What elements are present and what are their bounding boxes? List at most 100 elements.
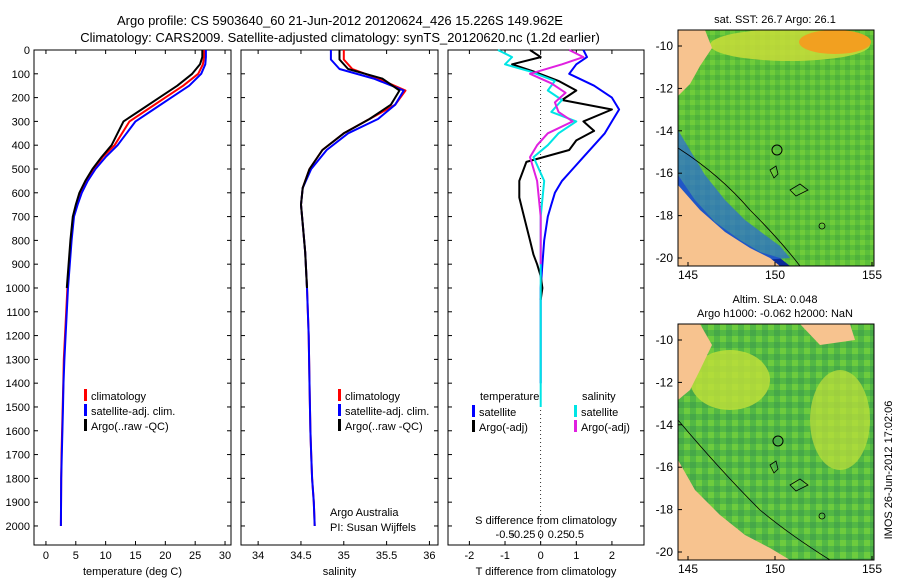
map-lat-label: -10 [656,39,674,53]
diff-legend-swatch [472,420,475,432]
salinity-legend-swatch [338,419,341,431]
depth-tick-label: 2000 [6,521,30,533]
sst-map: sat. SST: 26.7 Argo: 26.1 [677,14,875,267]
sst-reefs [769,165,809,197]
map-lat-label: -12 [656,81,674,95]
map-axes: 145 150 155 -10 -12 -14 -16 -18 -20 145 150 155 -10 -… [656,39,883,576]
map-lat-label: -16 [656,166,674,180]
sla-isobath [678,419,831,560]
salinity-legend-label: Argo(..raw -QC) [345,421,423,433]
depth-tick-label: 500 [12,164,30,176]
temperature-legend-label: Argo(..raw -QC) [91,421,169,433]
salinity-series-2 [300,50,401,289]
map-lat-label: -16 [656,460,674,474]
depth-tick-label: 1500 [6,402,30,414]
depth-tick-label: 1100 [6,307,30,319]
salinity-xtick-label: 35.5 [376,550,397,562]
diff-legend-swatch [574,420,577,432]
diff-legend-label: Argo(-adj) [581,422,630,434]
sst-warm-core [799,30,871,54]
temperature-xtick-label: 0 [43,550,49,562]
difference-series-1 [511,49,613,301]
salinity-xtick-label: 36 [423,550,435,562]
temperature-xlabel: temperature (deg C) [83,566,182,578]
sla-map-title-2: Argo h1000: -0.062 h2000: NaN [697,308,853,320]
temperature-legend-label: climatology [91,391,147,403]
salinity-panel: 34 34.5 35 35.5 36 salinity climatology satelli… [240,49,439,578]
depth-tick-label: 0 [24,45,30,57]
salinity-legend-swatch [338,389,341,401]
title-line-1: Argo profile: CS 5903640_60 21-Jun-2012 … [117,13,563,28]
depth-tick-label: 400 [12,140,30,152]
sla-land-south [678,460,790,560]
depth-tick-label: 800 [12,235,30,247]
annotation-line-2: PI: Susan Wijffels [330,522,416,534]
map-lat-label: -18 [656,209,674,223]
salinity-xlabel: salinity [323,566,357,578]
diff-s-tick-label: 0 [538,529,544,541]
temperature-legend-label: satellite-adj. clim. [91,406,175,418]
temperature-panel: 0100200300400500600700800900100011001200… [6,45,232,578]
sla-land-north [678,324,712,400]
title-line-2: Climatology: CARS2009. Satellite-adjuste… [80,30,600,45]
difference-xtick-label: 0 [538,550,544,562]
sla-argo-marker [772,435,784,447]
depth-tick-label: 600 [12,188,30,200]
sst-land-south [678,185,780,266]
diff-s-tick-label: -0.25 [510,529,535,541]
salinity-legend-swatch [338,404,341,416]
temperature-legend-swatch [84,419,87,431]
difference-xtick-label: -2 [464,550,474,562]
temperature-legend-swatch [84,404,87,416]
diff-legend-label: satellite [479,407,516,419]
diff-legend-label: Argo(-adj) [479,422,528,434]
salinity-xtick-label: 35 [338,550,350,562]
depth-tick-label: 100 [12,69,30,81]
difference-series-3 [529,49,585,265]
sst-map-title: sat. SST: 26.7 Argo: 26.1 [714,14,836,26]
temperature-xtick-label: 20 [159,550,171,562]
depth-tick-label: 700 [12,212,30,224]
sst-isobath [678,147,801,266]
difference-panel: -2 -1 0 1 2 T difference from climatology temp… [447,49,645,578]
difference-xtick-label: -1 [500,550,510,562]
diff-legend-salinity-title: salinity [582,391,616,403]
diff-legend-swatch [574,405,577,417]
temperature-legend-swatch [84,389,87,401]
salinity-xtick-label: 34.5 [290,550,311,562]
difference-xtick-label: 2 [609,550,615,562]
diff-s-label: S difference from climatology [475,515,617,527]
depth-tick-label: 1700 [6,450,30,462]
map-lon-label: 145 [678,268,698,282]
diff-legend-swatch [472,405,475,417]
diff-s-tick-label: 0.25 [548,529,569,541]
map-lat-label: -20 [656,251,674,265]
temperature-series-2 [65,50,204,289]
difference-series-0 [539,49,621,384]
depth-tick-label: 900 [12,259,30,271]
temperature-xtick-label: 30 [219,550,231,562]
footer-stamp: IMOS 26-Jun-2012 17:02:06 [883,401,895,540]
difference-xtick-label: 1 [573,550,579,562]
depth-tick-label: 200 [12,93,30,105]
depth-tick-label: 1900 [6,497,30,509]
sst-land-north [678,30,712,96]
depth-tick-label: 1400 [6,378,30,390]
depth-tick-label: 300 [12,116,30,128]
temperature-xtick-label: 15 [129,550,141,562]
sla-map: Altim. SLA: 0.048 Argo h1000: -0.062 h20… [677,294,875,561]
map-lon-label: 145 [678,562,698,576]
map-lon-label: 155 [862,562,882,576]
depth-tick-label: 1000 [6,283,30,295]
salinity-legend-label: satellite-adj. clim. [345,406,429,418]
temperature-xtick-label: 5 [73,550,79,562]
salinity-axes-box [240,49,439,546]
depth-tick-label: 1800 [6,473,30,485]
annotation-line-1: Argo Australia [330,507,399,519]
map-lon-label: 150 [765,562,785,576]
diff-s-tick-label: -0.5 [496,529,515,541]
depth-tick-label: 1200 [6,331,30,343]
map-lat-label: -14 [656,124,674,138]
map-lon-label: 155 [862,268,882,282]
